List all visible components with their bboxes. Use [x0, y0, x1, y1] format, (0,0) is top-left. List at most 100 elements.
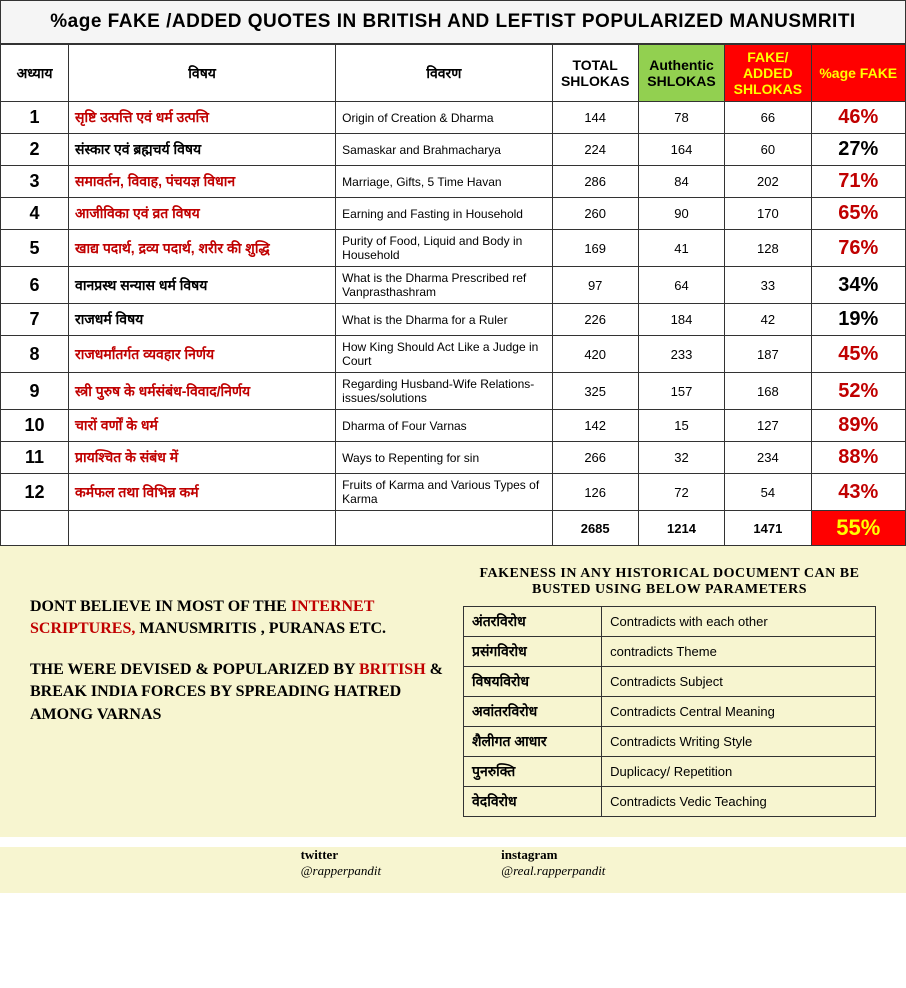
table-row: 2संस्कार एवं ब्रह्मचर्य विषयSamaskar and…: [1, 134, 906, 166]
chapter-desc: Dharma of Four Varnas: [336, 410, 552, 442]
param-hindi: अंतरविरोध: [464, 607, 602, 637]
chapter-number: 10: [1, 410, 69, 442]
total-shlokas: 144: [552, 102, 638, 134]
chapter-desc: Samaskar and Brahmacharya: [336, 134, 552, 166]
chapter-desc: Purity of Food, Liquid and Body in House…: [336, 230, 552, 267]
pct-fake: 65%: [811, 198, 906, 230]
col-fake: FAKE/ ADDED SHLOKAS: [725, 45, 811, 102]
parameters-block: FAKENESS IN ANY HISTORICAL DOCUMENT CAN …: [463, 566, 876, 817]
table-row: 10चारों वर्णों के धर्मDharma of Four Var…: [1, 410, 906, 442]
param-hindi: प्रसंगविरोध: [464, 637, 602, 667]
fake-shlokas: 202: [725, 166, 811, 198]
chapter-number: 2: [1, 134, 69, 166]
param-english: Contradicts Vedic Teaching: [602, 787, 876, 817]
fake-shlokas: 187: [725, 336, 811, 373]
table-header-row: अध्याय विषय विवरण TOTAL SHLOKAS Authenti…: [1, 45, 906, 102]
table-row: 1सृष्टि उत्पत्ति एवं धर्म उत्पत्तिOrigin…: [1, 102, 906, 134]
table-row: 11प्रायश्चित के संबंध मेंWays to Repenti…: [1, 442, 906, 474]
param-row: अवांतरविरोधContradicts Central Meaning: [464, 697, 876, 727]
param-row: शैलीगत आधारContradicts Writing Style: [464, 727, 876, 757]
pct-fake: 43%: [811, 474, 906, 511]
param-english: Contradicts with each other: [602, 607, 876, 637]
total-shlokas: 97: [552, 267, 638, 304]
fake-shlokas: 127: [725, 410, 811, 442]
authentic-shlokas: 184: [638, 304, 724, 336]
table-row: 9स्त्री पुरुष के धर्मसंबंध-विवाद/निर्णयR…: [1, 373, 906, 410]
total-shlokas: 226: [552, 304, 638, 336]
social-links: twitter @rapperpandit instagram @real.ra…: [0, 847, 906, 893]
pct-fake: 88%: [811, 442, 906, 474]
chapter-number: 8: [1, 336, 69, 373]
chapter-topic: राजधर्म विषय: [69, 304, 336, 336]
param-hindi: अवांतरविरोध: [464, 697, 602, 727]
fake-shlokas: 168: [725, 373, 811, 410]
table-row: 5खाद्य पदार्थ, द्रव्य पदार्थ, शरीर की शु…: [1, 230, 906, 267]
chapter-number: 11: [1, 442, 69, 474]
chapter-desc: Regarding Husband-Wife Relations- issues…: [336, 373, 552, 410]
total-shlokas: 260: [552, 198, 638, 230]
chapter-topic: खाद्य पदार्थ, द्रव्य पदार्थ, शरीर की शुद…: [69, 230, 336, 267]
chapter-desc: Ways to Repenting for sin: [336, 442, 552, 474]
empty-cell: [1, 511, 69, 546]
fake-shlokas: 33: [725, 267, 811, 304]
param-hindi: पुनरुक्ति: [464, 757, 602, 787]
chapter-topic: सृष्टि उत्पत्ति एवं धर्म उत्पत्ति: [69, 102, 336, 134]
col-authentic: Authentic SHLOKAS: [638, 45, 724, 102]
pct-fake: 27%: [811, 134, 906, 166]
chapter-number: 6: [1, 267, 69, 304]
authentic-sum: 1214: [638, 511, 724, 546]
col-vishay: विषय: [69, 45, 336, 102]
chapter-topic: स्त्री पुरुष के धर्मसंबंध-विवाद/निर्णय: [69, 373, 336, 410]
twitter-block: twitter @rapperpandit: [301, 847, 382, 879]
table-row: 8राजधर्मांतर्गत व्यवहार निर्णयHow King S…: [1, 336, 906, 373]
chapter-topic: चारों वर्णों के धर्म: [69, 410, 336, 442]
pct-fake: 89%: [811, 410, 906, 442]
pct-fake: 45%: [811, 336, 906, 373]
chapter-topic: वानप्रस्थ सन्यास धर्म विषय: [69, 267, 336, 304]
param-hindi: शैलीगत आधार: [464, 727, 602, 757]
note-text: DONT BELIEVE IN MOST OF THE: [30, 598, 291, 615]
table-row: 6वानप्रस्थ सन्यास धर्म विषयWhat is the D…: [1, 267, 906, 304]
chapter-number: 12: [1, 474, 69, 511]
chapter-desc: Fruits of Karma and Various Types of Kar…: [336, 474, 552, 511]
param-english: Contradicts Writing Style: [602, 727, 876, 757]
fake-shlokas: 170: [725, 198, 811, 230]
fake-shlokas: 66: [725, 102, 811, 134]
parameters-title: FAKENESS IN ANY HISTORICAL DOCUMENT CAN …: [463, 566, 876, 598]
param-row: प्रसंगविरोधcontradicts Theme: [464, 637, 876, 667]
page-title: %age FAKE /ADDED QUOTES IN BRITISH AND L…: [0, 0, 906, 44]
warning-note: DONT BELIEVE IN MOST OF THE INTERNET SCR…: [30, 566, 443, 817]
total-shlokas: 142: [552, 410, 638, 442]
pct-fake: 46%: [811, 102, 906, 134]
note-text: THE WERE DEVISED & POPULARIZED BY: [30, 661, 359, 678]
param-row: वेदविरोधContradicts Vedic Teaching: [464, 787, 876, 817]
total-shlokas: 286: [552, 166, 638, 198]
fake-sum: 1471: [725, 511, 811, 546]
authentic-shlokas: 164: [638, 134, 724, 166]
param-row: विषयविरोधContradicts Subject: [464, 667, 876, 697]
total-shlokas: 224: [552, 134, 638, 166]
empty-cell: [336, 511, 552, 546]
fake-shlokas: 54: [725, 474, 811, 511]
table-row: 3समावर्तन, विवाह, पंचयज्ञ विधानMarriage,…: [1, 166, 906, 198]
chapter-topic: राजधर्मांतर्गत व्यवहार निर्णय: [69, 336, 336, 373]
instagram-label: instagram: [501, 847, 605, 863]
param-hindi: वेदविरोध: [464, 787, 602, 817]
chapter-topic: कर्मफल तथा विभिन्न कर्म: [69, 474, 336, 511]
note-highlight: BRITISH: [359, 661, 426, 678]
chapter-number: 7: [1, 304, 69, 336]
chapter-desc: Marriage, Gifts, 5 Time Havan: [336, 166, 552, 198]
fake-shlokas: 234: [725, 442, 811, 474]
total-shlokas: 420: [552, 336, 638, 373]
fake-shlokas: 128: [725, 230, 811, 267]
chapter-desc: Origin of Creation & Dharma: [336, 102, 552, 134]
empty-cell: [69, 511, 336, 546]
fake-shlokas: 60: [725, 134, 811, 166]
chapter-topic: समावर्तन, विवाह, पंचयज्ञ विधान: [69, 166, 336, 198]
chapter-number: 4: [1, 198, 69, 230]
chapter-topic: आजीविका एवं व्रत विषय: [69, 198, 336, 230]
table-row: 4आजीविका एवं व्रत विषयEarning and Fastin…: [1, 198, 906, 230]
total-sum: 2685: [552, 511, 638, 546]
totals-row: 26851214147155%: [1, 511, 906, 546]
table-body: 1सृष्टि उत्पत्ति एवं धर्म उत्पत्तिOrigin…: [1, 102, 906, 546]
